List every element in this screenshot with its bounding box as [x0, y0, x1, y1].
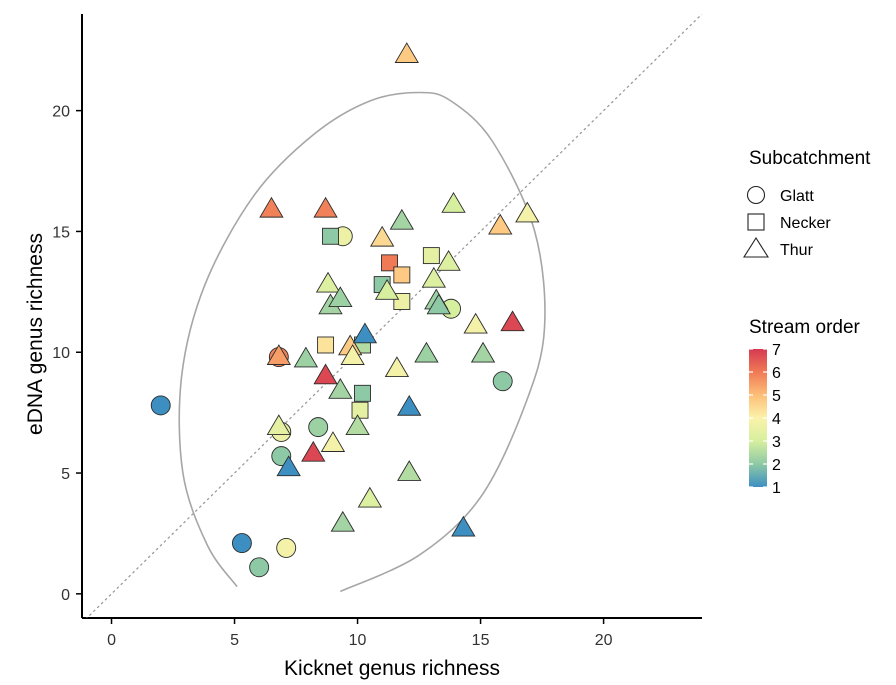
colorbar-label: 5 [772, 388, 781, 405]
legend: Subcatchment Glatt Necker Thur Stream orde… [743, 148, 871, 497]
data-point [436, 249, 461, 271]
data-point [345, 414, 370, 436]
y-tick-label: 0 [61, 587, 70, 604]
legend-subcatchment-title: Subcatchment [749, 148, 871, 169]
x-tick-label: 0 [107, 632, 116, 649]
data-point [313, 196, 338, 218]
data-point [231, 533, 252, 554]
data-point [488, 213, 513, 235]
data-point [266, 414, 292, 436]
data-point [340, 344, 365, 365]
y-tick-label: 20 [52, 104, 70, 121]
data-point [276, 455, 301, 477]
data-point [293, 346, 319, 368]
data-point [266, 344, 292, 365]
data-point [426, 293, 451, 315]
data-point [150, 395, 171, 416]
data-point [352, 322, 378, 344]
legend-stream-order-title: Stream order [749, 317, 861, 338]
legend-circle-icon [746, 185, 766, 205]
data-point [414, 341, 439, 363]
x-tick-label: 20 [595, 632, 613, 649]
data-point [328, 286, 353, 307]
y-tick-label: 5 [61, 466, 70, 483]
stream-order-colorbar [749, 349, 767, 487]
data-point [301, 440, 326, 462]
legend-triangle-icon [743, 236, 769, 258]
plot-area: 0 5 10 15 20 0 5 10 15 20 [52, 14, 702, 649]
x-tick-label: 15 [472, 632, 490, 649]
data-point [369, 225, 395, 247]
data-point [357, 486, 383, 508]
data-point [463, 312, 488, 334]
colorbar-label: 7 [772, 342, 781, 359]
series-thur [259, 42, 540, 537]
colorbar-label: 2 [772, 457, 781, 474]
data-point [422, 247, 440, 265]
legend-item-glatt: Glatt [746, 185, 814, 205]
legend-item-thur: Thur [743, 236, 814, 259]
y-axis-title: eDNA genus richness [24, 233, 47, 435]
x-axis-title: Kicknet genus richness [284, 657, 500, 680]
data-point [394, 42, 419, 63]
legend-item-necker: Necker [747, 213, 831, 232]
legend-square-icon [747, 213, 765, 231]
data-point [421, 266, 447, 288]
data-point [397, 460, 422, 481]
data-point [249, 557, 270, 578]
data-point [451, 515, 476, 537]
legend-label: Necker [780, 215, 831, 232]
colorbar-label: 4 [772, 411, 781, 428]
x-tick-label: 5 [230, 632, 239, 649]
data-point [354, 384, 371, 402]
legend-label: Glatt [780, 188, 814, 205]
y-tick-label: 15 [52, 224, 70, 241]
data-point [315, 271, 341, 293]
data-point [351, 401, 369, 419]
identity-reference-line [85, 14, 702, 618]
data-point [384, 356, 410, 378]
data-point [313, 363, 338, 385]
legend-label: Thur [780, 242, 814, 259]
data-point [308, 417, 329, 438]
data-point [320, 431, 346, 452]
data-point [389, 208, 415, 230]
data-point [500, 310, 525, 332]
data-point [470, 341, 496, 363]
x-tick-label: 10 [349, 632, 367, 649]
y-tick-label: 10 [52, 345, 70, 362]
data-point [492, 371, 513, 392]
data-point [276, 537, 297, 558]
confidence-ellipse [178, 91, 546, 593]
data-point [330, 510, 355, 532]
data-point [441, 191, 466, 213]
data-point [322, 227, 339, 245]
data-point [317, 336, 335, 354]
colorbar-label: 3 [772, 434, 781, 451]
data-point [515, 201, 540, 223]
data-point [259, 196, 284, 218]
data-point [393, 266, 411, 284]
data-point [328, 378, 353, 399]
colorbar-label: 6 [772, 365, 781, 382]
data-point [397, 394, 422, 416]
colorbar-label: 1 [772, 480, 781, 497]
data-point [374, 278, 400, 300]
